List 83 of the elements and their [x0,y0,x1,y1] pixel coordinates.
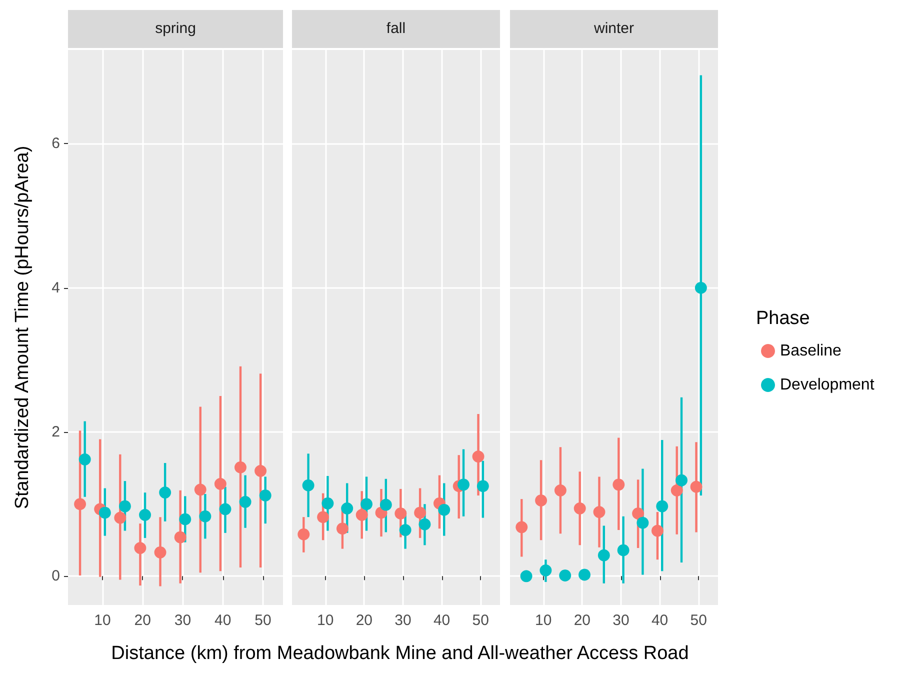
point [154,546,166,558]
point [134,542,146,554]
x-tick-label: 30 [394,612,412,629]
x-tick-label: 20 [574,612,591,629]
y-tick-label: 2 [52,424,60,441]
point [617,544,630,556]
point [199,510,212,522]
point [179,513,192,526]
point [690,480,702,493]
x-tick-label: 10 [535,612,552,629]
point [174,531,186,544]
point [239,496,252,508]
x-tick-label: 50 [690,612,707,629]
point [612,478,625,491]
y-tick-label: 0 [52,568,60,585]
y-tick-label: 6 [52,135,60,152]
legend-label: Baseline [780,342,842,360]
point [670,484,683,496]
point [598,549,610,562]
point [322,497,334,510]
point [394,507,407,520]
point [636,516,649,529]
point [298,528,310,540]
point [194,484,206,496]
point [380,498,392,511]
point [472,450,484,463]
point [632,507,644,520]
point [302,479,314,492]
point [476,480,489,492]
point [554,484,566,496]
point [214,478,226,490]
point [360,498,373,510]
point [458,478,470,491]
point [414,506,426,519]
x-tick-label: 50 [472,612,489,629]
point [535,494,548,506]
chart-title: winter [510,10,718,48]
x-axis-title: Distance (km) from Meadowbank Mine and All-weather Access Road [110,643,690,665]
point [341,502,354,514]
point [574,502,586,514]
legend-label: Development [780,376,875,394]
chart-title: fall [292,10,500,48]
point [356,508,368,521]
point [98,506,111,519]
x-tick-label: 50 [254,612,272,629]
point [418,518,431,530]
point [540,564,552,576]
x-tick-label: 10 [317,612,334,629]
y-axis-title: Standardized Amount Time (pHours/pArea) [12,146,33,510]
point [139,508,152,521]
x-tick-label: 20 [134,612,151,629]
x-tick-label: 40 [433,612,450,629]
x-tick-label: 20 [356,612,373,629]
point [259,489,272,502]
point [676,474,688,486]
point [438,504,450,516]
point [336,522,348,535]
x-tick-label: 30 [612,612,630,629]
legend-title: Phase [756,308,810,330]
x-tick-label: 40 [651,612,668,629]
point [559,569,572,582]
x-tick-label: 40 [214,612,232,629]
point [656,500,668,512]
point [399,524,412,536]
point [118,500,131,512]
point [520,570,532,582]
point [516,521,528,534]
x-tick-label: 30 [174,612,192,629]
point [254,464,267,477]
chart-title: spring [68,10,283,48]
point [78,453,91,466]
point [651,524,664,537]
point [234,461,246,474]
point [578,568,591,581]
point [694,282,707,294]
x-tick-label: 10 [94,612,111,629]
point [317,511,330,524]
point [593,506,606,518]
y-tick-label: 4 [52,279,60,296]
point [74,498,86,510]
point [114,512,126,524]
point [219,503,232,516]
point [159,486,172,499]
